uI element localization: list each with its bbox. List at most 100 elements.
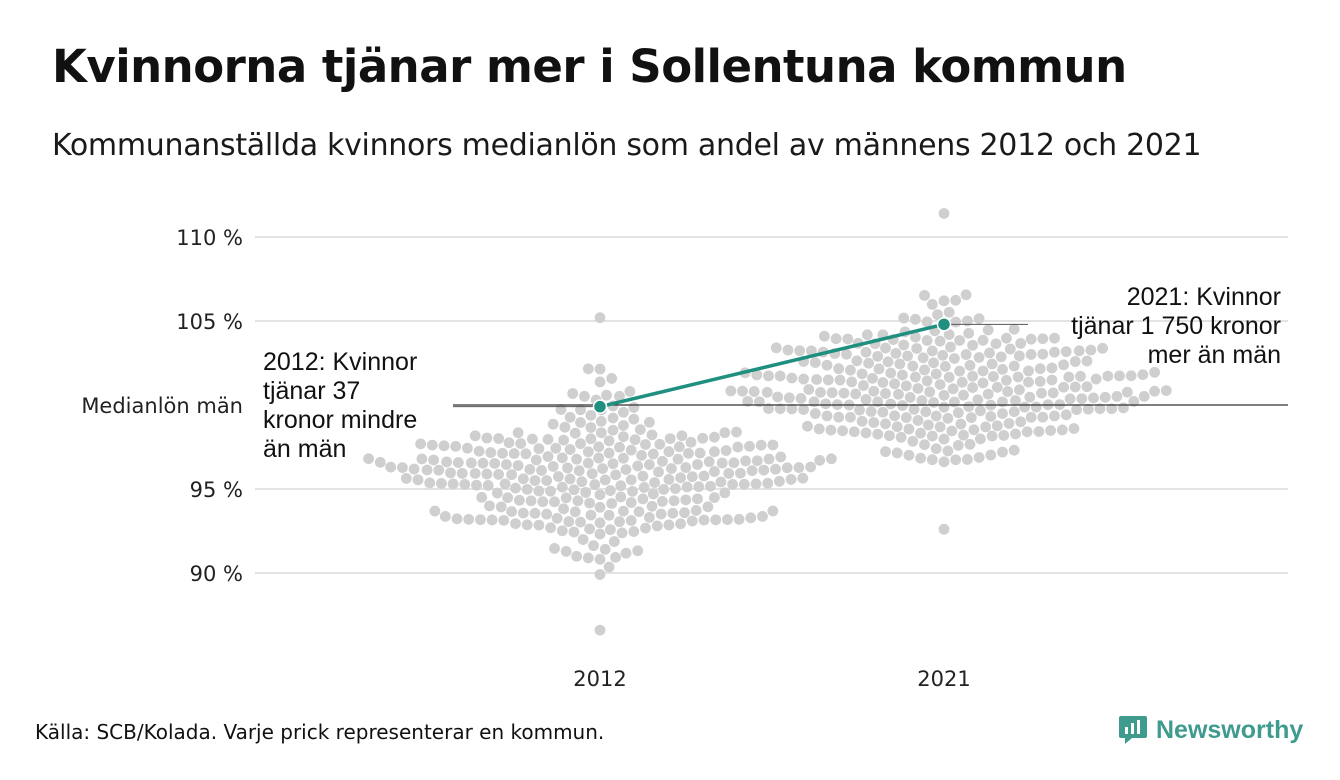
municipality-dot (685, 436, 697, 448)
municipality-dot (833, 411, 845, 423)
municipality-dot (850, 388, 861, 400)
municipality-dot (524, 464, 536, 475)
municipality-dot (997, 396, 1008, 408)
municipality-dot (930, 368, 942, 380)
municipality-dot (1019, 401, 1030, 413)
municipality-dot (833, 363, 845, 375)
municipality-dot (1037, 348, 1049, 360)
municipality-dot (938, 295, 950, 307)
municipality-dot (451, 513, 463, 525)
municipality-dot (618, 420, 629, 431)
municipality-dot (938, 433, 950, 445)
municipality-dot (798, 373, 809, 385)
municipality-dot (632, 545, 644, 557)
municipality-dot (880, 388, 891, 399)
municipality-dot (838, 387, 850, 399)
municipality-dot (473, 445, 485, 457)
municipality-dot (533, 443, 545, 455)
municipality-dot (549, 496, 560, 508)
municipality-dot (625, 497, 637, 508)
municipality-dot (568, 526, 580, 538)
municipality-dot (819, 330, 830, 342)
municipality-dot (908, 403, 920, 415)
municipality-dot (705, 480, 716, 492)
municipality-dot (846, 376, 858, 388)
municipality-dot (860, 394, 872, 405)
municipality-dot (916, 395, 928, 406)
municipality-dot (880, 342, 891, 354)
municipality-dot (605, 485, 616, 496)
municipality-dot (1069, 381, 1081, 393)
municipality-dot (1114, 370, 1125, 382)
municipality-dot (698, 514, 710, 526)
municipality-dot (646, 500, 658, 512)
municipality-dot (693, 481, 705, 493)
municipality-dot (608, 536, 620, 547)
municipality-dot (551, 512, 563, 524)
municipality-dot (616, 527, 628, 539)
municipality-dot (1023, 376, 1034, 388)
municipality-dot (595, 427, 607, 439)
y-tick-label: 105 % (176, 310, 243, 334)
municipality-dot (433, 464, 445, 476)
municipality-dot (897, 369, 908, 381)
municipality-dot (926, 454, 938, 466)
municipality-dot (1149, 385, 1160, 397)
municipality-dot (926, 430, 938, 442)
municipality-dot (497, 447, 508, 459)
municipality-dot (761, 386, 773, 398)
municipality-dot (863, 357, 874, 369)
municipality-dot (903, 449, 915, 461)
municipality-dot (542, 451, 554, 462)
municipality-dot (1046, 362, 1058, 374)
municipality-dot (575, 404, 586, 416)
municipality-dot (1106, 403, 1118, 415)
municipality-dot (614, 390, 625, 402)
municipality-dot (703, 456, 715, 468)
municipality-dot (499, 478, 511, 490)
municipality-dot (967, 382, 978, 393)
municipality-dot (767, 505, 779, 517)
municipality-dot (1049, 410, 1060, 422)
municipality-dot (728, 457, 740, 469)
municipality-dot (593, 452, 605, 464)
municipality-dot (1015, 416, 1027, 428)
municipality-dot (868, 417, 880, 428)
municipality-dot (725, 385, 737, 397)
municipality-dot (732, 441, 744, 453)
municipality-dot (900, 412, 912, 423)
municipality-dot (1094, 403, 1106, 415)
municipality-dot (610, 551, 621, 563)
municipality-dot (884, 430, 895, 442)
municipality-dot (997, 364, 1008, 375)
municipality-dot (912, 383, 924, 394)
y-tick-label: Medianlön män (81, 394, 243, 418)
municipality-dot (605, 524, 616, 536)
municipality-dot (867, 372, 878, 384)
municipality-dot (958, 429, 969, 441)
municipality-dot (1137, 369, 1149, 381)
municipality-dot (709, 466, 720, 477)
municipality-dot (898, 312, 910, 324)
municipality-dot (680, 494, 692, 506)
newsworthy-logo-icon (1119, 716, 1147, 744)
municipality-dot (575, 438, 586, 450)
municipality-dot (646, 429, 658, 441)
municipality-dot (569, 506, 581, 518)
municipality-dot (1025, 411, 1037, 423)
annotation-line: mer än män (1148, 341, 1281, 369)
municipality-dot (436, 477, 447, 489)
municipality-dot (1081, 381, 1093, 393)
grid-lines (255, 236, 1288, 574)
municipality-dot (469, 468, 481, 479)
municipality-dot (1012, 371, 1024, 383)
municipality-dot (990, 338, 1002, 350)
municipality-dot (651, 520, 663, 532)
municipality-dot (912, 415, 924, 426)
municipality-dot (861, 329, 873, 341)
municipality-dot (882, 356, 894, 368)
municipality-dot (980, 421, 991, 433)
newsworthy-brand[interactable]: Newsworthy (1118, 714, 1303, 746)
municipality-dot (889, 410, 900, 422)
municipality-dot (514, 494, 525, 506)
